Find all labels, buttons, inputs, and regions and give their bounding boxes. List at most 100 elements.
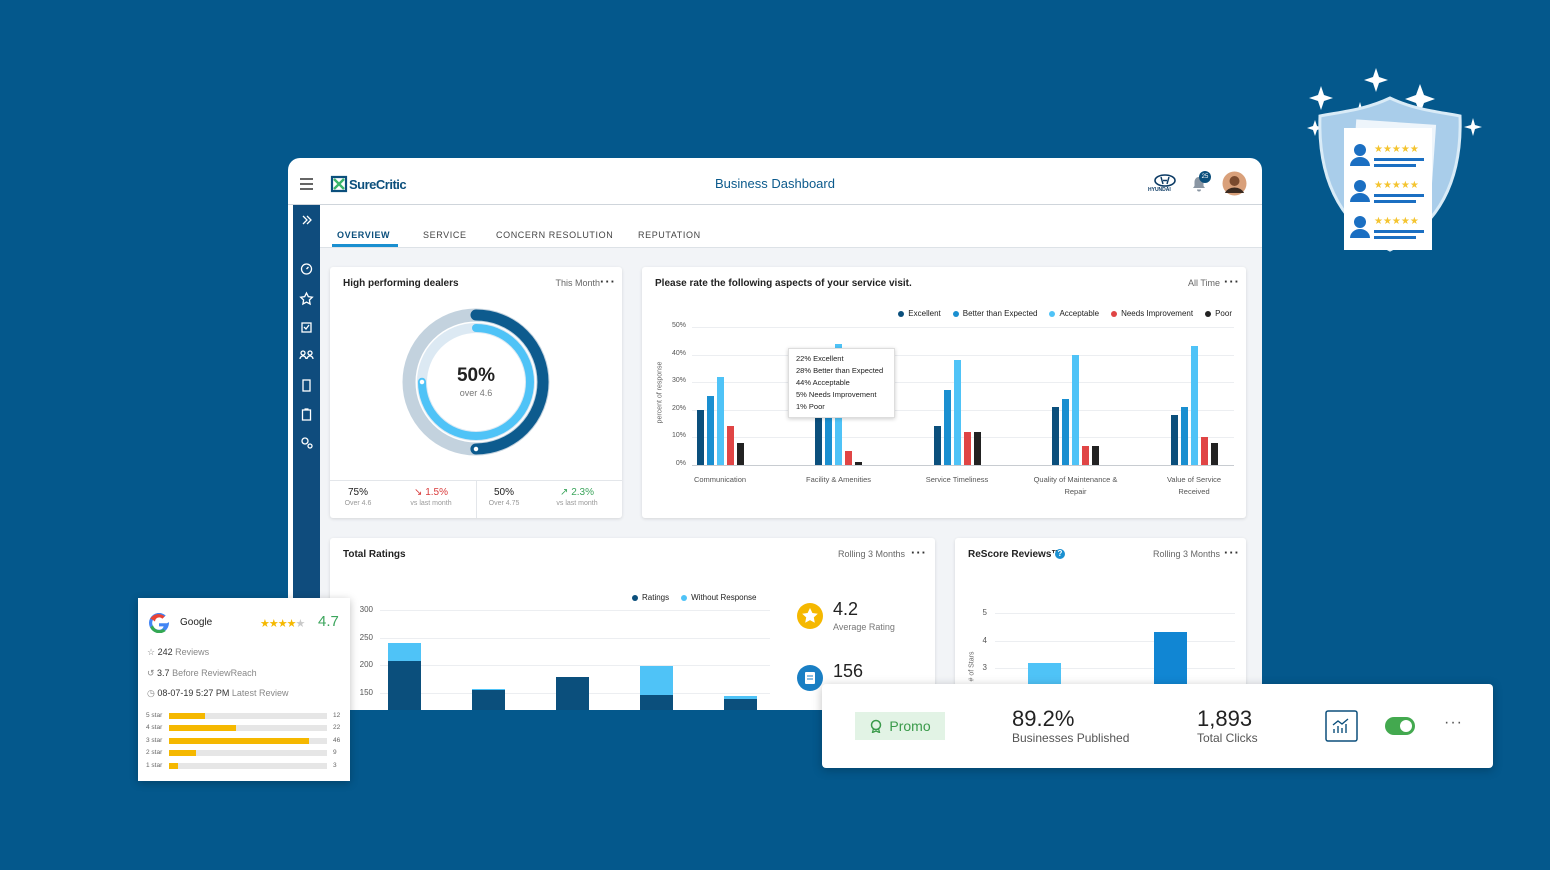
avatar[interactable] bbox=[1222, 171, 1247, 196]
star: ★ bbox=[260, 618, 270, 630]
legend-item[interactable]: Acceptable bbox=[1049, 309, 1099, 318]
badge-icon bbox=[871, 719, 882, 733]
legend-item[interactable]: Ratings bbox=[632, 593, 669, 602]
stat-sub: Over 4.75 bbox=[488, 500, 520, 507]
period[interactable]: Rolling 3 Months bbox=[1152, 549, 1220, 559]
google-logo bbox=[149, 613, 169, 633]
rating-value: 4.7 bbox=[318, 613, 339, 630]
chart-button[interactable] bbox=[1325, 710, 1358, 742]
card-title: High performing dealers bbox=[343, 278, 459, 289]
bar-segment bbox=[639, 665, 673, 696]
y-tick-label: 300 bbox=[359, 605, 373, 614]
star-label: 5 star bbox=[146, 712, 163, 719]
bar-track bbox=[169, 713, 327, 719]
y-tick-label: 250 bbox=[359, 632, 373, 642]
sidebar-icons[interactable] bbox=[293, 205, 320, 505]
more[interactable]: ··· bbox=[911, 545, 927, 560]
legend-swatch bbox=[1111, 310, 1118, 317]
bar-track bbox=[169, 762, 327, 769]
legend-item[interactable]: Poor bbox=[1205, 309, 1232, 318]
bar bbox=[169, 713, 206, 719]
tab[interactable]: OVERVIEW bbox=[337, 230, 391, 240]
tab[interactable]: CONCERN RESOLUTION bbox=[496, 230, 614, 240]
period[interactable]: All Time bbox=[1187, 278, 1220, 288]
bar bbox=[1170, 415, 1178, 465]
tab-underline bbox=[332, 244, 398, 247]
grid-line bbox=[380, 665, 770, 667]
y-tick-label: 4 bbox=[982, 635, 987, 645]
y-tick-label: 3 bbox=[982, 663, 987, 672]
stat-value: 50% bbox=[493, 487, 514, 498]
tab[interactable]: REPUTATION bbox=[638, 230, 701, 240]
legend-label: Acceptable bbox=[1059, 309, 1100, 318]
legend-label: Excellent bbox=[908, 309, 941, 318]
promo-button[interactable]: Promo bbox=[855, 712, 945, 740]
gauge-value: 50% bbox=[456, 365, 496, 386]
star: ★ bbox=[286, 618, 297, 630]
card: Please rate the following aspects of you… bbox=[642, 267, 1246, 518]
grid-line bbox=[380, 610, 770, 611]
card: Total Ratings Rolling 3 Months ··· Ratin… bbox=[330, 538, 935, 710]
divider bbox=[476, 480, 477, 518]
summary-value: 156 bbox=[833, 661, 864, 681]
app-window: SureCritic Business Dashboard HYUNDAI 25… bbox=[288, 158, 1262, 710]
stat-change-value: 1.5% bbox=[425, 487, 448, 498]
bar bbox=[169, 725, 236, 732]
star-label: 4 star bbox=[146, 724, 163, 732]
menu-icon[interactable] bbox=[300, 178, 314, 190]
more[interactable]: ··· bbox=[600, 274, 616, 289]
legend-item[interactable]: Better than Expected bbox=[952, 309, 1037, 318]
more[interactable]: ··· bbox=[1224, 545, 1240, 560]
bar bbox=[973, 431, 981, 465]
metric-label: Total Clicks bbox=[1197, 731, 1258, 745]
grid-line bbox=[692, 327, 1234, 328]
notification-badge: 25 bbox=[1199, 171, 1211, 183]
x-tick-label: Communication bbox=[693, 475, 747, 484]
x-tick-label: Facility & Amenities bbox=[805, 475, 872, 484]
card: High performing dealers This Month ··· 5… bbox=[330, 267, 622, 518]
tooltip-line: 22% Excellent bbox=[796, 354, 844, 363]
star-label: 2 star bbox=[146, 749, 163, 757]
y-tick-label: 30% bbox=[671, 377, 686, 385]
legend-item[interactable]: Without Response bbox=[681, 593, 757, 602]
toggle[interactable] bbox=[1384, 716, 1416, 736]
legend-label: Without Response bbox=[691, 593, 757, 602]
legend-item[interactable]: Needs Improvement bbox=[1111, 309, 1193, 318]
bar bbox=[169, 762, 179, 769]
more[interactable]: ··· bbox=[1444, 714, 1463, 731]
legend-label: Poor bbox=[1215, 309, 1232, 318]
x-tick-label: Quality of Maintenance & Repair bbox=[1033, 475, 1118, 496]
google-card: Google ★★★★★ 4.7 ☆ 242 Reviews ↺ 3.7 Bef… bbox=[138, 598, 350, 781]
help-icon[interactable]: ? bbox=[1055, 549, 1065, 559]
bar bbox=[825, 387, 832, 465]
logo-icon bbox=[330, 175, 348, 193]
more[interactable]: ··· bbox=[1224, 274, 1240, 289]
grid-line bbox=[995, 640, 1235, 642]
y-tick-label: 50% bbox=[671, 322, 686, 329]
period[interactable]: This Month bbox=[555, 278, 600, 288]
bar bbox=[953, 360, 961, 465]
grid-line bbox=[692, 354, 1234, 356]
promo-card: Promo 89.2% Businesses Published 1,893 T… bbox=[822, 684, 1493, 768]
summary-label: Average Rating bbox=[833, 622, 895, 632]
grid-line bbox=[692, 382, 1234, 384]
stat-change-sub: vs last month bbox=[556, 500, 598, 507]
y-tick-label: 5 bbox=[982, 608, 987, 617]
card: ReScore Reviews™ ? Rolling 3 Months ··· … bbox=[955, 538, 1246, 710]
legend-swatch bbox=[952, 310, 959, 317]
legend-item[interactable]: Excellent bbox=[898, 309, 941, 318]
y-tick-label: 150 bbox=[359, 688, 373, 697]
star: ★ bbox=[277, 618, 288, 630]
legend-label: Needs Improvement bbox=[1121, 309, 1194, 318]
before-text: Before ReviewReach bbox=[172, 668, 257, 678]
tab[interactable]: SERVICE bbox=[423, 230, 467, 240]
before: ↺ 3.7 Before ReviewReach bbox=[147, 668, 257, 678]
bar bbox=[1180, 407, 1188, 465]
stat-change-value: 2.3% bbox=[571, 487, 594, 498]
period[interactable]: Rolling 3 Months bbox=[837, 549, 905, 559]
summary-value: 4.2 bbox=[833, 599, 859, 619]
bar bbox=[1062, 398, 1069, 465]
bar bbox=[716, 376, 724, 465]
y-tick-label: 40% bbox=[671, 349, 686, 357]
